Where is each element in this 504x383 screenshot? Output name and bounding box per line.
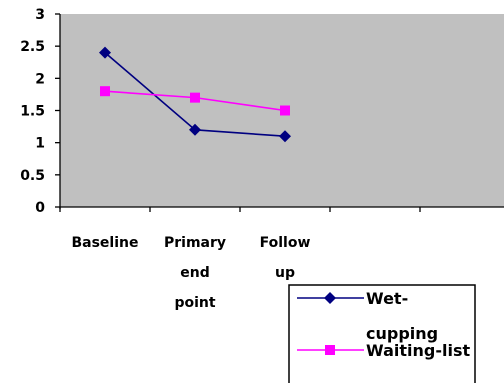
y-tick-label: 1.5: [20, 104, 45, 120]
data-point: [189, 123, 201, 136]
x-tick-label: Follow: [260, 235, 311, 251]
legend-label: Waiting-list: [366, 341, 470, 360]
data-point: [279, 130, 291, 143]
data-point: [280, 105, 290, 116]
legend-label: Wet-: [366, 289, 408, 308]
legend-box: [288, 284, 476, 383]
series-layer: [99, 46, 291, 143]
legend-marker: [325, 345, 335, 355]
y-tick-label: 1: [35, 136, 45, 152]
y-tick-label: 2.5: [20, 39, 45, 55]
data-point: [100, 86, 110, 97]
data-point: [99, 46, 111, 59]
x-tick-label: Primary: [164, 235, 226, 251]
legend-marker: [324, 292, 336, 304]
x-tick-label: end: [180, 265, 209, 281]
x-tick-label: point: [174, 295, 215, 311]
y-tick-label: 0.5: [20, 168, 45, 184]
x-tick-label: up: [275, 265, 295, 281]
x-axis-labels: Baseline Primary end point Follow up: [71, 235, 310, 311]
x-tick-label: Baseline: [71, 235, 138, 251]
y-tick-label: 2: [35, 71, 45, 87]
data-point: [190, 92, 200, 103]
y-tick-label: 3: [35, 7, 45, 23]
legend-label: cupping: [366, 324, 438, 343]
y-tick-label: 0: [35, 200, 45, 216]
y-axis-ticks: 0 0.5 1 1.5 2 2.5 3: [20, 7, 60, 216]
x-axis-ticks: [59, 207, 421, 212]
